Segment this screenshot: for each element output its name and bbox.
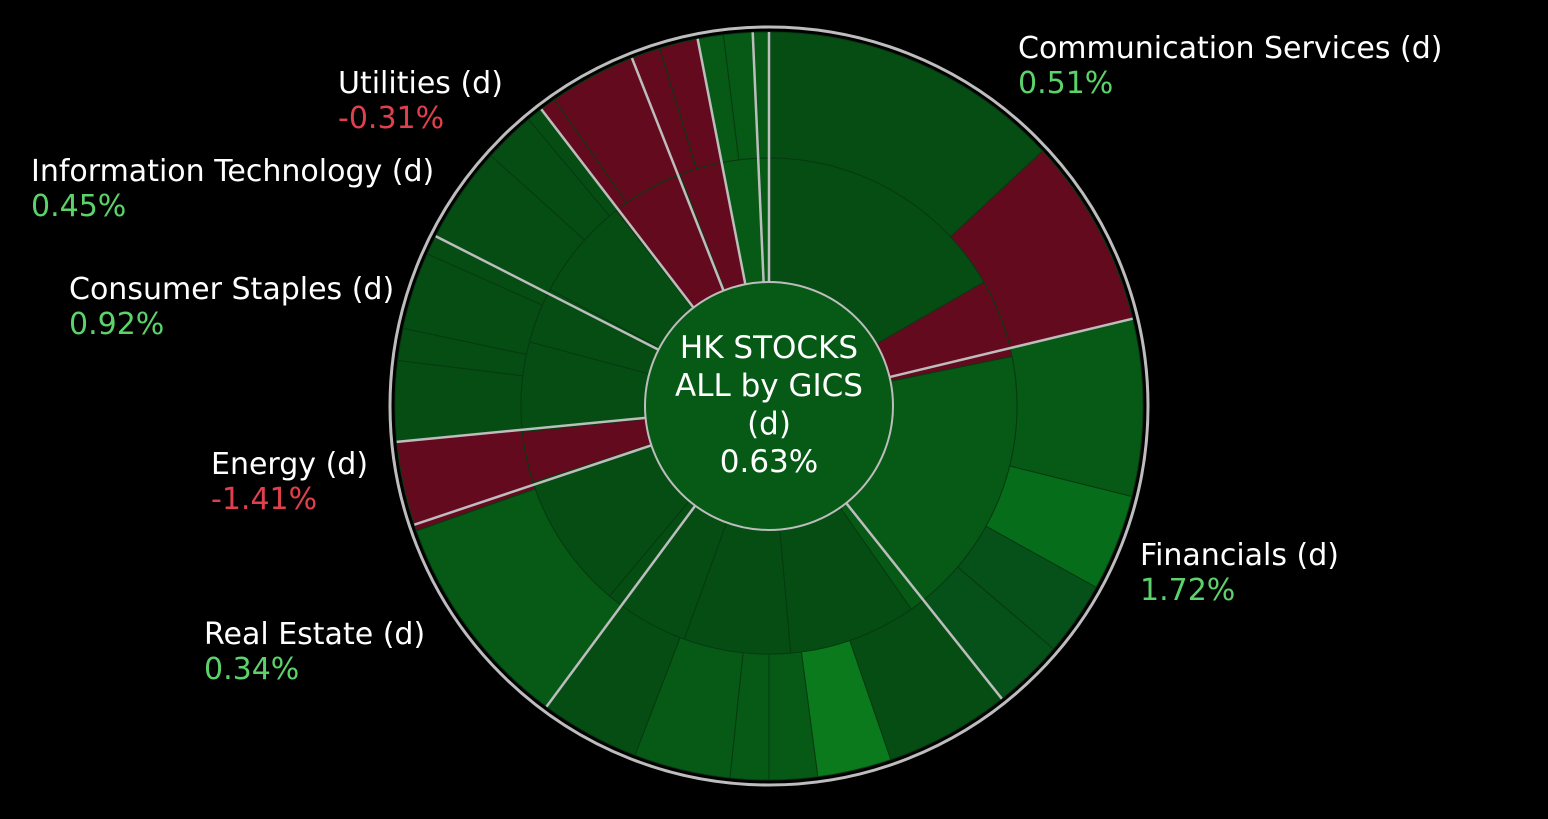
sector-separator	[889, 317, 1133, 379]
sector-label: Energy (d)-1.41%	[211, 447, 368, 517]
sector-label: Information Technology (d)0.45%	[31, 154, 434, 224]
sector-name: Utilities (d)	[338, 66, 503, 101]
center-title-line-2: ALL by GICS	[675, 368, 863, 404]
sector-value: 0.92%	[69, 307, 164, 342]
sector-name: Financials (d)	[1140, 538, 1339, 573]
sector-label: Consumer Staples (d)0.92%	[69, 272, 394, 342]
sector-separator	[696, 38, 747, 285]
sector-value: 0.45%	[31, 189, 126, 224]
sector-separator	[540, 108, 695, 309]
sector-value: 1.72%	[1140, 573, 1235, 608]
center-title-line-1: HK STOCKS	[680, 330, 858, 366]
sector-separator	[751, 32, 765, 283]
sector-value: 0.51%	[1018, 66, 1113, 101]
sector-name: Real Estate (d)	[204, 617, 425, 652]
sector-name: Consumer Staples (d)	[69, 272, 394, 307]
sector-value: -1.41%	[211, 482, 317, 517]
outer-segment[interactable]	[1009, 318, 1144, 498]
sector-name: Information Technology (d)	[31, 154, 434, 189]
sector-label: Financials (d)1.72%	[1140, 538, 1339, 608]
sector-separator	[545, 504, 697, 708]
sector-label: Utilities (d)-0.31%	[338, 66, 503, 136]
center-value: 0.63%	[720, 444, 818, 480]
center-label: HK STOCKS ALL by GICS (d) 0.63%	[675, 330, 863, 480]
sector-separator	[396, 416, 646, 444]
sector-value: -0.31%	[338, 101, 444, 136]
sector-name: Energy (d)	[211, 447, 368, 482]
sector-separator	[845, 502, 1003, 700]
center-node[interactable]	[644, 281, 894, 531]
sector-label: Real Estate (d)0.34%	[204, 617, 425, 687]
sector-name: Communication Services (d)	[1018, 31, 1442, 66]
sector-label: Communication Services (d)0.51%	[1018, 31, 1442, 101]
center-title-line-3: (d)	[747, 406, 791, 442]
sector-separator	[630, 57, 725, 292]
sector-separator	[435, 235, 660, 351]
sector-value: 0.34%	[204, 652, 299, 687]
sector-separator	[413, 444, 652, 526]
